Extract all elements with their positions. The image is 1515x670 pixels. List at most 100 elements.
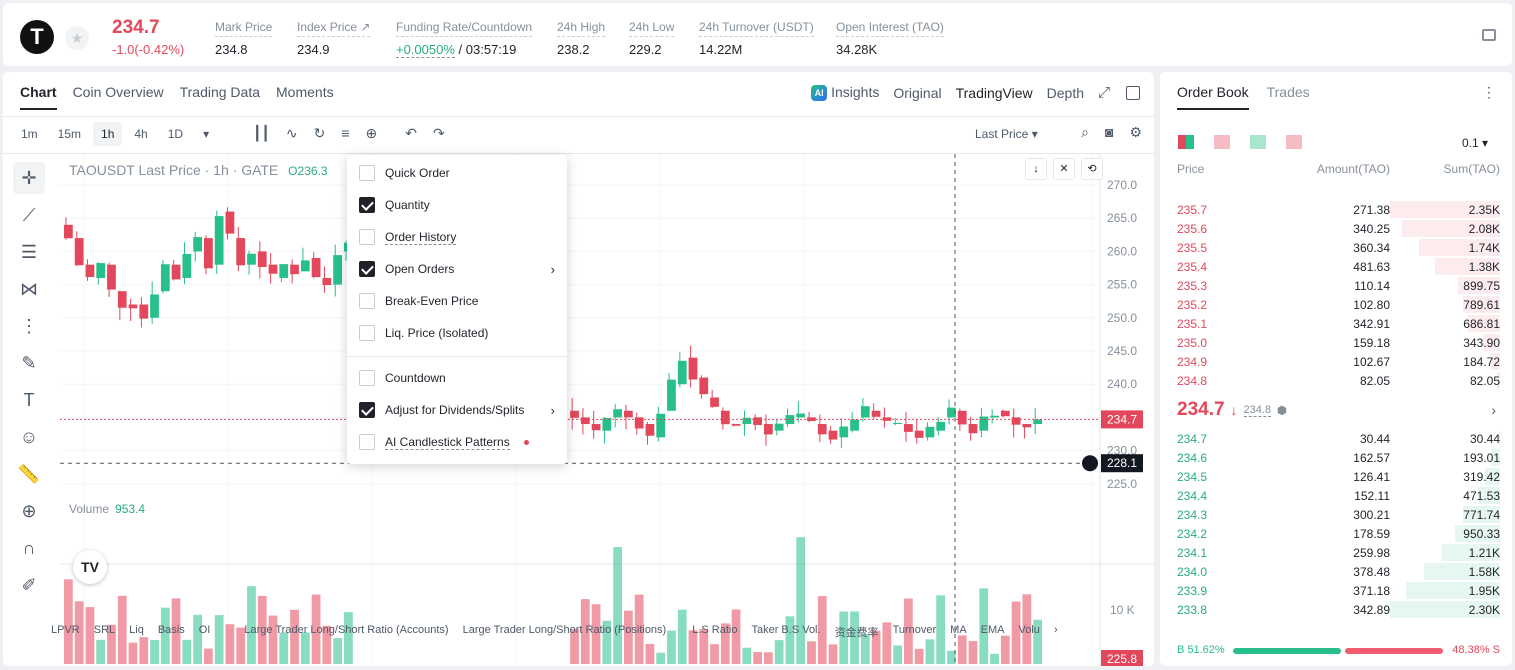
- ask-row[interactable]: 234.9 102.67 184.72: [1160, 352, 1512, 371]
- price-type-select[interactable]: Last Price ▾: [975, 127, 1038, 141]
- funding-rate[interactable]: +0.0050%: [396, 42, 455, 58]
- bid-row[interactable]: 234.2 178.59 950.33: [1160, 524, 1512, 543]
- checkbox[interactable]: [359, 402, 375, 418]
- window-icon[interactable]: [1126, 86, 1140, 100]
- crosshair-icon[interactable]: ✛: [13, 162, 45, 194]
- bid-row[interactable]: 234.0 378.48 1.58K: [1160, 562, 1512, 581]
- insights-button[interactable]: AI Insights: [811, 84, 879, 102]
- timeframe-1m[interactable]: 1m: [21, 127, 38, 141]
- menu-item[interactable]: Open Orders ›: [359, 261, 555, 277]
- brush-icon[interactable]: ✎: [21, 353, 37, 373]
- indicator-item[interactable]: Taker B.S Vol.: [751, 624, 821, 636]
- bid-row[interactable]: 234.7 30.44 30.44: [1160, 429, 1512, 448]
- pattern-icon[interactable]: ⋈: [20, 279, 38, 299]
- ask-row[interactable]: 235.1 342.91 686.81: [1160, 314, 1512, 333]
- stat-label[interactable]: Open Interest (TAO): [836, 20, 944, 37]
- tab-depth[interactable]: Depth: [1046, 84, 1084, 101]
- menu-item[interactable]: Quantity: [359, 197, 555, 213]
- bid-row[interactable]: 234.6 162.57 193.01: [1160, 448, 1512, 467]
- indicator-item[interactable]: LPVR: [51, 624, 80, 636]
- indicator-item[interactable]: Large Trader Long/Short Ratio (Positions…: [462, 624, 667, 636]
- checkbox[interactable]: [359, 434, 375, 450]
- checkbox[interactable]: [359, 293, 375, 309]
- stat-label[interactable]: Index Price ↗: [297, 20, 371, 37]
- magnet-icon[interactable]: ∩: [22, 538, 36, 558]
- tab-order-book[interactable]: Order Book: [1177, 84, 1249, 110]
- add-plugin-icon[interactable]: ⊕: [365, 125, 378, 141]
- more-icon[interactable]: ⋮: [1482, 84, 1496, 100]
- indicator-item[interactable]: Large Trader Long/Short Ratio (Accounts): [244, 624, 449, 636]
- indicator-item[interactable]: L.S Ratio: [692, 624, 738, 636]
- undo-icon[interactable]: ↶: [405, 125, 417, 141]
- expand-icon[interactable]: ⤢: [1097, 84, 1110, 101]
- zoom-in-icon[interactable]: ⊕: [21, 501, 37, 521]
- tab-original[interactable]: Original: [893, 84, 942, 101]
- bid-row[interactable]: 234.1 259.98 1.21K: [1160, 543, 1512, 562]
- timeframe-4h[interactable]: 4h: [134, 127, 148, 141]
- emoji-icon[interactable]: ☺: [19, 427, 39, 447]
- indicator-item[interactable]: OI: [198, 624, 211, 636]
- timeframe-15m[interactable]: 15m: [57, 127, 82, 141]
- menu-item[interactable]: Liq. Price (Isolated): [359, 325, 555, 341]
- bid-row[interactable]: 234.5 126.41 319.42: [1160, 467, 1512, 486]
- precision-select[interactable]: 0.1 ▾: [1461, 136, 1488, 150]
- search-icon[interactable]: ⌕: [1081, 124, 1089, 140]
- chevron-down-icon[interactable]: ▾: [203, 127, 210, 141]
- menu-item[interactable]: Countdown: [359, 370, 555, 386]
- indicator-item[interactable]: Turnover: [892, 624, 937, 636]
- ask-row[interactable]: 235.7 271.38 2.35K: [1160, 200, 1512, 219]
- ask-row[interactable]: 235.3 110.14 899.75: [1160, 276, 1512, 295]
- candlestick-chart[interactable]: 270.0265.0260.0255.0250.0245.0240.0235.0…: [60, 154, 1154, 666]
- indicator-item[interactable]: SRL: [93, 624, 116, 636]
- timeframe-1d[interactable]: 1D: [167, 127, 184, 141]
- ask-row[interactable]: 235.4 481.63 1.38K: [1160, 257, 1512, 276]
- ask-row[interactable]: 235.2 102.80 789.61: [1160, 295, 1512, 314]
- stat-label[interactable]: 24h Turnover (USDT): [699, 20, 814, 37]
- checkbox[interactable]: [359, 261, 375, 277]
- indicator-item[interactable]: Liq: [129, 624, 144, 636]
- tab-tradingview[interactable]: TradingView: [955, 84, 1033, 101]
- bid-row[interactable]: 234.4 152.11 471.53: [1160, 486, 1512, 505]
- menu-item[interactable]: AI Candlestick Patterns: [359, 434, 555, 450]
- asks-only-icon[interactable]: [1214, 135, 1230, 149]
- bids-only-icon[interactable]: [1250, 135, 1266, 149]
- bid-row[interactable]: 233.8 342.89 2.30K: [1160, 600, 1512, 619]
- candle-type-icon[interactable]: ┃┃: [253, 125, 270, 141]
- pencil-icon[interactable]: ✐: [21, 575, 37, 595]
- tab-trades[interactable]: Trades: [1266, 84, 1310, 100]
- chevron-right-icon[interactable]: ›: [1053, 624, 1058, 636]
- collapse-icon[interactable]: ✕: [1053, 158, 1075, 180]
- ask-row[interactable]: 235.0 159.18 343.90: [1160, 333, 1512, 352]
- arrow-down-icon[interactable]: ↓: [1025, 158, 1047, 180]
- indicator-item[interactable]: 资金费率: [834, 627, 879, 639]
- tradingview-logo[interactable]: TV: [73, 550, 107, 584]
- ask-row[interactable]: 235.6 340.25 2.08K: [1160, 219, 1512, 238]
- template-icon[interactable]: ≡: [341, 125, 350, 141]
- stat-label[interactable]: Mark Price: [215, 20, 273, 37]
- checkbox[interactable]: [359, 165, 375, 181]
- ask-row[interactable]: 235.5 360.34 1.74K: [1160, 238, 1512, 257]
- swap-icon[interactable]: ⟲: [1081, 158, 1103, 180]
- text-icon[interactable]: T: [23, 390, 35, 410]
- replay-icon[interactable]: ↻: [313, 125, 326, 141]
- trend-line-icon[interactable]: ⟋: [22, 205, 36, 225]
- favorite-star-icon[interactable]: ★: [65, 26, 89, 50]
- stat-label[interactable]: Funding Rate/Countdown: [396, 20, 533, 37]
- horizontal-lines-icon[interactable]: ☰: [20, 242, 38, 262]
- checkbox[interactable]: [359, 325, 375, 341]
- checkbox[interactable]: [359, 229, 375, 245]
- checkbox[interactable]: [359, 370, 375, 386]
- both-sides-icon[interactable]: [1178, 135, 1194, 149]
- menu-item[interactable]: Quick Order: [359, 165, 555, 181]
- ruler-icon[interactable]: 📏: [17, 464, 41, 484]
- indicator-icon[interactable]: ∿: [285, 125, 298, 141]
- menu-item[interactable]: Break-Even Price: [359, 293, 555, 309]
- ask-row[interactable]: 234.8 82.05 82.05: [1160, 371, 1512, 390]
- indicator-item[interactable]: Basis: [157, 624, 185, 636]
- tab-moments[interactable]: Moments: [276, 84, 334, 100]
- indicator-item[interactable]: EMA: [980, 624, 1005, 636]
- tab-coin-overview[interactable]: Coin Overview: [72, 84, 164, 100]
- menu-item[interactable]: Adjust for Dividends/Splits ›: [359, 402, 555, 418]
- large-asks-icon[interactable]: [1286, 135, 1302, 149]
- book-icon[interactable]: [1482, 29, 1496, 41]
